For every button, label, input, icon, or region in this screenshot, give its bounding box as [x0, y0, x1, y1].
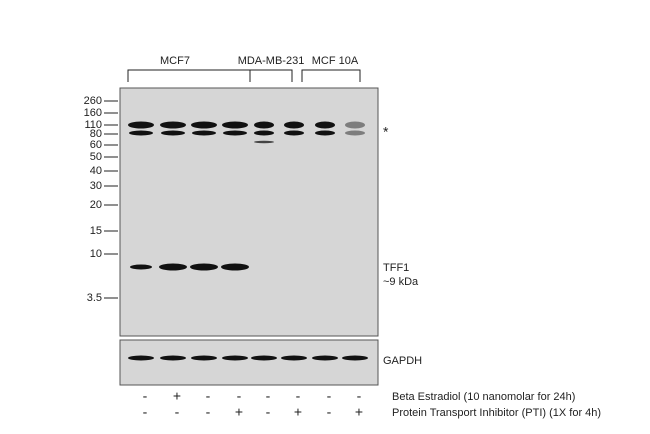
band-110: [345, 121, 365, 129]
band-tff1: [190, 263, 218, 271]
band-80: [129, 130, 153, 136]
treatment-sign: -: [327, 388, 332, 404]
treatment-sign: -: [175, 404, 180, 420]
marker-label: 60: [90, 139, 102, 151]
band-gapdh: [342, 355, 368, 361]
bracket: [301, 69, 361, 82]
band-80: [254, 130, 274, 136]
main-blot: [119, 87, 379, 337]
marker-label: 50: [90, 151, 102, 163]
band-110: [191, 121, 217, 129]
marker-label: 260: [84, 95, 102, 107]
band-gapdh: [251, 355, 277, 361]
marker-label: 15: [90, 225, 102, 237]
band-110: [254, 121, 274, 129]
band-110: [160, 121, 186, 129]
marker-label: 80: [90, 128, 102, 140]
band-gapdh: [281, 355, 307, 361]
band-110: [222, 121, 248, 129]
band-label: ~9 kDa: [383, 276, 419, 288]
band-80: [223, 130, 247, 136]
treatment-sign: -: [266, 388, 271, 404]
marker-label: 160: [84, 107, 102, 119]
band-80: [284, 130, 304, 136]
treatment-sign: -: [143, 388, 148, 404]
group-label: MCF 10A: [312, 55, 359, 67]
band-label: TFF1: [383, 262, 409, 274]
treatment-sign: -: [296, 388, 301, 404]
band-110: [315, 121, 335, 129]
treatment-label: Protein Transport Inhibitor (PTI) (1X fo…: [392, 407, 601, 419]
gapdh-blot: [119, 339, 379, 386]
treatment-sign: -: [327, 404, 332, 420]
treatment-sign: -: [266, 404, 271, 420]
treatment-sign: -: [143, 404, 148, 420]
band-80: [315, 130, 335, 136]
band-gapdh: [312, 355, 338, 361]
marker-label: 10: [90, 248, 102, 260]
band-gapdh: [222, 355, 248, 361]
band-tff1: [159, 263, 187, 271]
band-label: GAPDH: [383, 355, 422, 367]
treatment-sign: -: [206, 404, 211, 420]
band-gapdh: [191, 355, 217, 361]
band-80: [345, 130, 365, 136]
treatment-sign: -: [206, 388, 211, 404]
band-80: [161, 130, 185, 136]
bracket: [249, 69, 293, 82]
treatment-label: Beta Estradiol (10 nanomolar for 24h): [392, 391, 575, 403]
band-110: [284, 121, 304, 129]
band-tff1: [130, 264, 152, 270]
band-110: [128, 121, 154, 129]
marker-label: 3.5: [87, 292, 102, 304]
marker-label: 110: [84, 119, 102, 131]
group-label: MDA-MB-231: [238, 55, 305, 67]
treatment-sign: -: [237, 388, 242, 404]
band-gapdh: [128, 355, 154, 361]
treatment-sign: +: [235, 404, 243, 420]
band-faint: [254, 140, 274, 144]
marker-label: 30: [90, 180, 102, 192]
band-tff1: [221, 263, 249, 271]
band-gapdh: [160, 355, 186, 361]
marker-label: 20: [90, 199, 102, 211]
marker-label: 40: [90, 165, 102, 177]
band-label: *: [383, 124, 389, 140]
treatment-sign: -: [357, 388, 362, 404]
treatment-sign: +: [355, 404, 363, 420]
group-brackets: [127, 69, 361, 82]
treatment-sign: +: [173, 388, 181, 404]
bracket: [127, 69, 251, 82]
treatment-sign: +: [294, 404, 302, 420]
band-80: [192, 130, 216, 136]
group-label: MCF7: [160, 55, 190, 67]
